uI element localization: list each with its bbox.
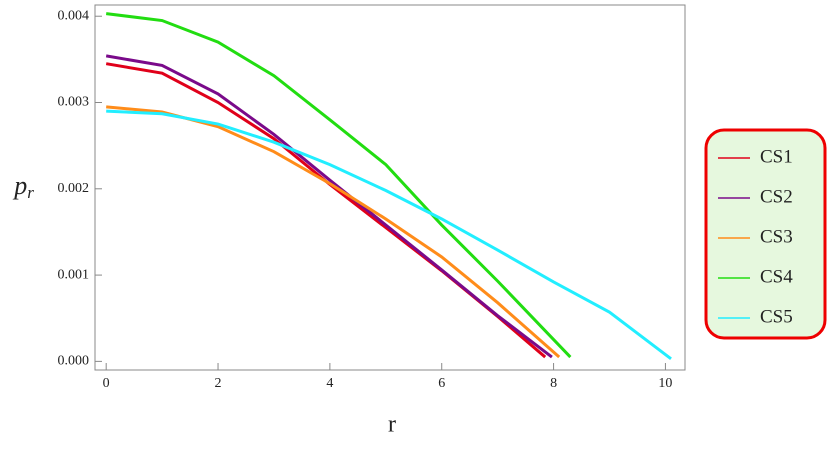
legend-box	[704, 128, 827, 340]
legend-label: CS5	[760, 306, 793, 327]
y-tick-label: 0.000	[58, 354, 90, 369]
line	[106, 109, 672, 360]
y-tick-label: 0.002	[58, 181, 90, 196]
legend-label: CS4	[760, 266, 793, 287]
y-label-base: p	[12, 171, 27, 200]
legend-label: CS2	[760, 186, 793, 207]
x-tick-label: 10	[658, 376, 672, 391]
y-label-sub: r	[27, 183, 34, 202]
x-axis-label: r	[388, 412, 396, 438]
y-tick-label: 0.003	[58, 95, 90, 110]
legend-label: CS1	[760, 146, 793, 167]
y-tick-label: 0.001	[58, 267, 90, 282]
y-axis-label: pr	[12, 171, 34, 202]
x-tick-label: 8	[550, 376, 557, 391]
line	[106, 12, 572, 359]
x-tick-label: 6	[438, 376, 445, 391]
plot-frame	[94, 4, 686, 371]
x-tick-label: 4	[326, 376, 333, 391]
y-tick-label: 0.004	[58, 8, 90, 23]
x-tick-label: 2	[215, 376, 222, 391]
legend-label: CS3	[760, 226, 793, 247]
x-tick-label: 0	[103, 376, 110, 391]
line	[105, 54, 553, 359]
